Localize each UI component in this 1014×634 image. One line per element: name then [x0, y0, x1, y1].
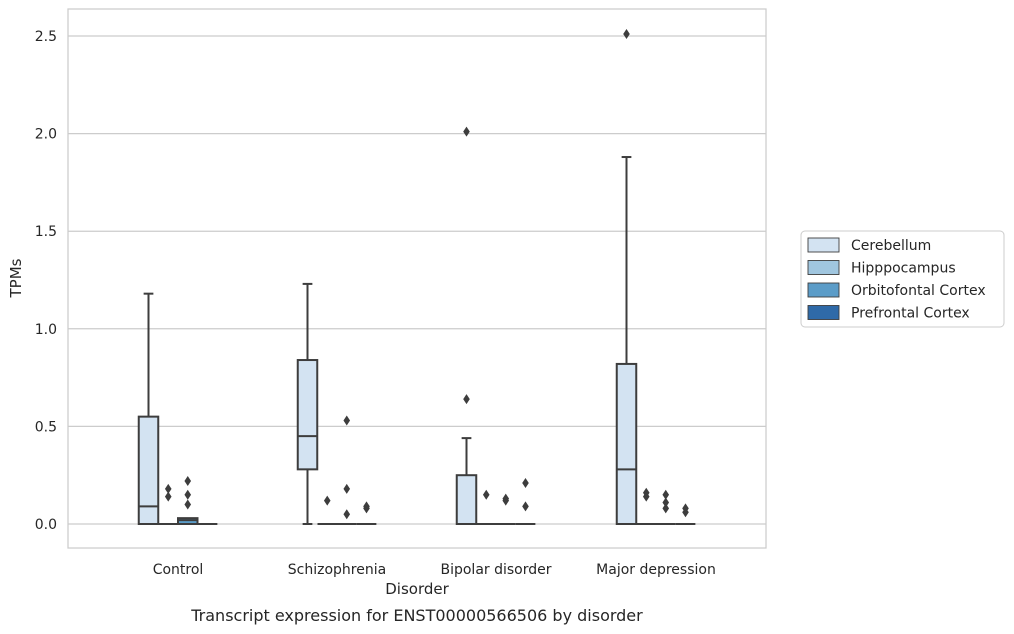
- y-axis-title: TPMs: [7, 258, 25, 298]
- y-tick-label: 2.0: [35, 127, 57, 143]
- x-tick-label: Schizophrenia: [288, 562, 386, 578]
- outlier-point: [323, 495, 331, 506]
- legend-label: Orbitofontal Cortex: [851, 283, 986, 299]
- box-3-3: [675, 503, 696, 525]
- outlier-point: [184, 489, 192, 500]
- box-0-1: [296, 282, 319, 525]
- legend: Cerebellum Hipppocampus Orbitofontal Corte…: [800, 230, 1005, 328]
- legend-label: Prefrontal Cortex: [851, 306, 970, 322]
- outlier-point: [343, 483, 351, 494]
- outlier-point: [662, 489, 670, 500]
- legend-swatch: [807, 237, 840, 253]
- legend-label: Cerebellum: [851, 238, 931, 254]
- x-axis-title: Disorder: [385, 580, 449, 598]
- outlier-point: [623, 29, 630, 40]
- outlier-point: [502, 493, 510, 504]
- outlier-point: [164, 491, 172, 502]
- box-1-3: [636, 487, 656, 525]
- figure-caption: Transcript expression for ENST0000056650…: [190, 606, 643, 625]
- outlier-point: [463, 126, 470, 137]
- box-2-2: [496, 493, 516, 525]
- outlier-point: [682, 503, 689, 514]
- box-1-0: [158, 483, 178, 525]
- y-tick-label: 0.5: [35, 419, 57, 435]
- box-plots: [137, 29, 696, 526]
- box: [615, 362, 638, 525]
- box-3-1: [356, 501, 377, 525]
- y-tick-label: 1.5: [35, 224, 57, 240]
- x-tick-labels: Control Schizophrenia Bipolar disorder Majo…: [153, 562, 716, 578]
- outlier-point: [363, 501, 370, 512]
- legend-label: Hipppocampus: [851, 261, 956, 277]
- x-tick-label: Bipolar disorder: [440, 562, 551, 578]
- box: [455, 474, 478, 526]
- x-tick-label: Major depression: [596, 562, 716, 578]
- x-tick-label: Control: [153, 562, 204, 578]
- legend-swatch: [807, 282, 840, 298]
- box-2-0: [177, 476, 199, 525]
- box-1-2: [476, 489, 496, 525]
- y-tick-labels: 0.0 0.5 1.0 1.5 2.0 2.5: [35, 29, 57, 533]
- box: [296, 359, 319, 471]
- outlier-point: [642, 487, 650, 498]
- outlier-point: [184, 499, 192, 510]
- box-2-1: [337, 415, 357, 525]
- outlier-point: [522, 501, 529, 512]
- outlier-point: [662, 497, 670, 508]
- outlier-point: [482, 489, 490, 500]
- box-0-3: [615, 29, 638, 525]
- box: [137, 415, 160, 526]
- y-tick-label: 1.0: [35, 322, 57, 338]
- box-3-2: [515, 478, 536, 525]
- outlier-point: [662, 503, 670, 514]
- legend-swatch: [807, 260, 840, 275]
- outlier-point: [184, 476, 192, 487]
- box-0-0: [137, 292, 160, 526]
- legend-swatch: [807, 305, 840, 320]
- outlier-point: [522, 478, 529, 489]
- y-tick-label: 0.0: [35, 517, 57, 533]
- outlier-point: [164, 483, 172, 494]
- box-1-1: [317, 495, 337, 525]
- plot-frame: [67, 8, 767, 549]
- y-tick-label: 2.5: [35, 29, 57, 45]
- box-0-2: [455, 126, 478, 526]
- outlier-point: [463, 394, 470, 405]
- box-2-3: [656, 489, 676, 525]
- outlier-point: [343, 415, 351, 426]
- outlier-point: [343, 509, 351, 520]
- legend-frame: [800, 230, 1005, 328]
